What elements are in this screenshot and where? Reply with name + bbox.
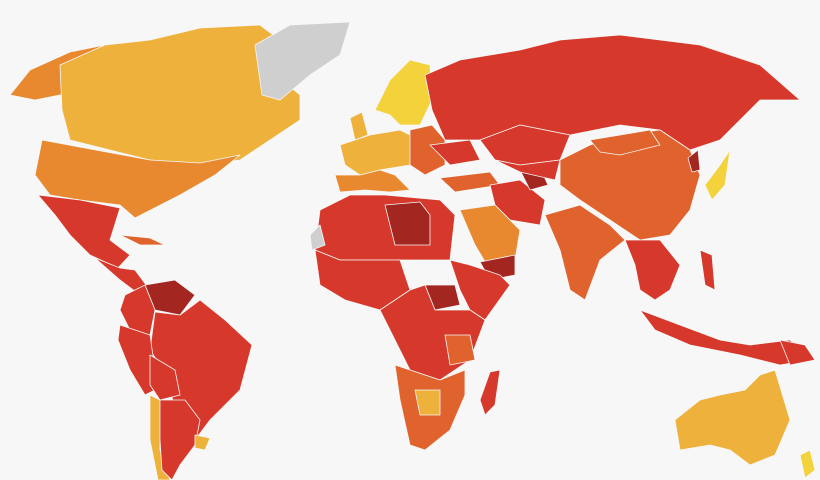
region-central-asia[interactable]: [494, 159, 561, 181]
country-ukraine[interactable]: [429, 139, 481, 166]
country-madagascar[interactable]: [479, 369, 501, 416]
country-uk[interactable]: [349, 111, 369, 141]
country-usa[interactable]: [34, 139, 241, 219]
country-western-sahara: [309, 224, 326, 251]
region-southern-europe[interactable]: [334, 169, 411, 193]
country-mongolia[interactable]: [589, 129, 661, 156]
country-bolivia[interactable]: [149, 354, 181, 401]
country-tanzania[interactable]: [444, 334, 476, 366]
country-philippines[interactable]: [699, 249, 716, 291]
country-mexico[interactable]: [37, 194, 131, 269]
country-cuba[interactable]: [119, 234, 166, 246]
country-greenland: [254, 21, 351, 101]
country-japan[interactable]: [704, 149, 731, 201]
region-eastern-europe[interactable]: [409, 124, 446, 176]
country-australia[interactable]: [674, 369, 791, 466]
country-papua-new-guinea[interactable]: [779, 339, 816, 366]
country-argentina[interactable]: [159, 399, 201, 480]
country-libya[interactable]: [384, 201, 431, 246]
region-horn-of-africa[interactable]: [449, 259, 511, 321]
country-uruguay[interactable]: [194, 434, 211, 451]
country-canada[interactable]: [59, 24, 301, 166]
country-botswana[interactable]: [414, 389, 441, 416]
country-korea-north[interactable]: [687, 149, 701, 173]
country-india[interactable]: [544, 204, 626, 301]
country-new-zealand[interactable]: [799, 449, 816, 479]
region-southeast-asia[interactable]: [624, 239, 681, 301]
